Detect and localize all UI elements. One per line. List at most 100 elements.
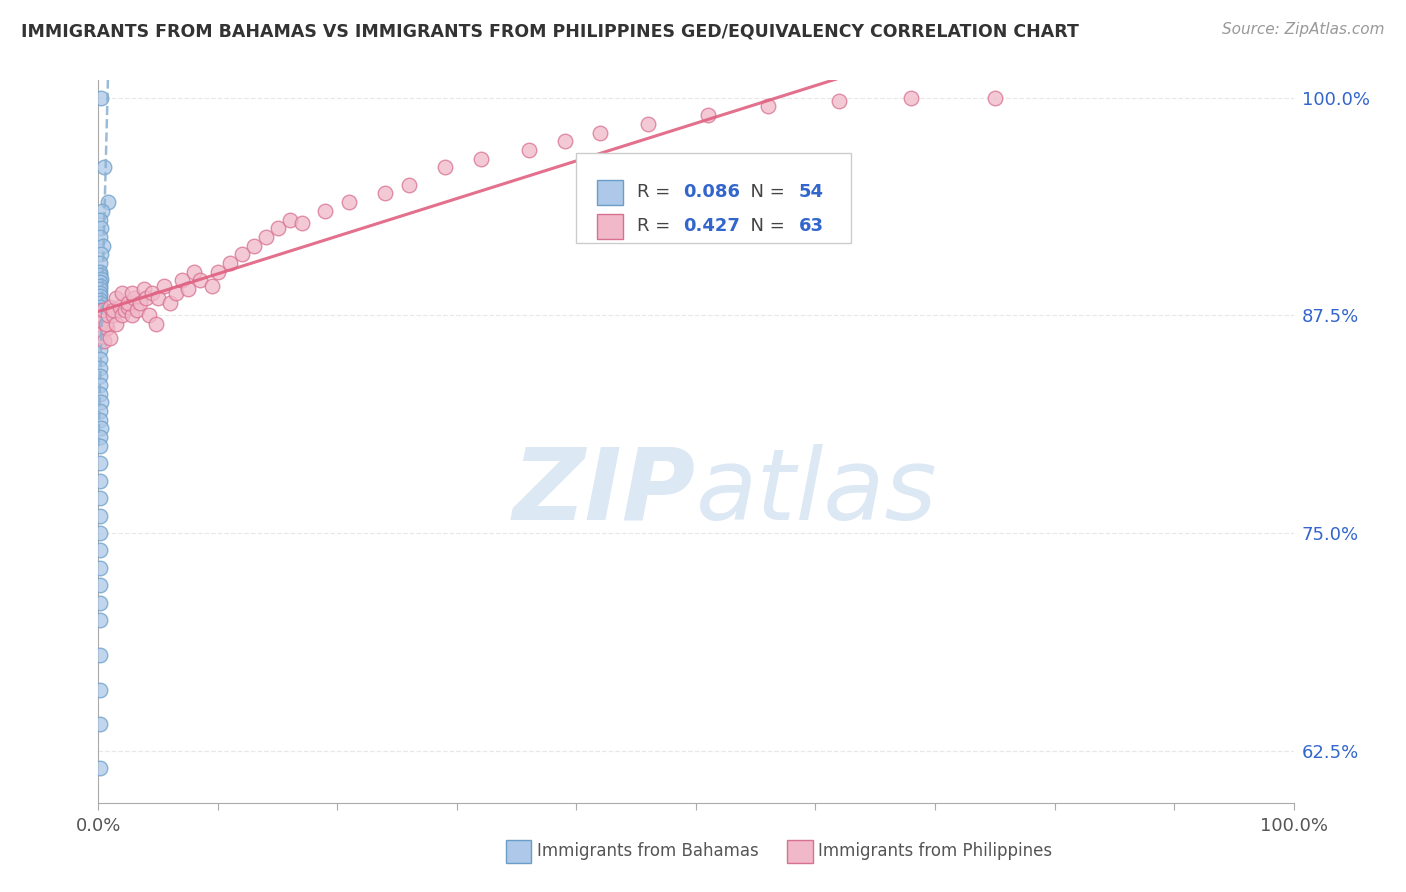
Text: N =: N = bbox=[740, 218, 790, 235]
Point bbox=[89, 300, 111, 314]
Point bbox=[153, 278, 176, 293]
Bar bbox=[596, 213, 623, 239]
Point bbox=[117, 300, 139, 314]
Text: 0.427: 0.427 bbox=[683, 218, 740, 235]
Point bbox=[159, 296, 181, 310]
Point bbox=[89, 648, 111, 662]
Point bbox=[89, 278, 111, 293]
Point bbox=[108, 300, 131, 314]
Point bbox=[90, 395, 112, 409]
Point bbox=[94, 317, 117, 331]
Point bbox=[111, 308, 134, 322]
Point bbox=[89, 386, 111, 401]
Point bbox=[101, 303, 124, 318]
Point bbox=[243, 238, 266, 252]
Text: Source: ZipAtlas.com: Source: ZipAtlas.com bbox=[1222, 22, 1385, 37]
Point bbox=[91, 326, 114, 340]
Point bbox=[267, 221, 290, 235]
Point bbox=[172, 273, 194, 287]
Point bbox=[90, 247, 112, 261]
Point bbox=[89, 378, 111, 392]
Point bbox=[93, 334, 115, 349]
Point bbox=[98, 300, 122, 314]
Point bbox=[89, 296, 111, 310]
Text: 54: 54 bbox=[799, 183, 824, 202]
Bar bbox=[596, 179, 623, 205]
Point bbox=[89, 310, 111, 324]
Point bbox=[89, 317, 111, 331]
Point bbox=[374, 186, 396, 201]
Point bbox=[517, 143, 540, 157]
Point bbox=[89, 761, 111, 775]
Point bbox=[89, 313, 111, 327]
Point bbox=[188, 273, 211, 287]
Point bbox=[89, 613, 111, 627]
Point bbox=[637, 117, 659, 131]
Point bbox=[89, 303, 111, 318]
Text: ZIP: ZIP bbox=[513, 443, 696, 541]
Point bbox=[89, 334, 111, 349]
Text: 63: 63 bbox=[799, 218, 824, 235]
Point bbox=[697, 108, 720, 122]
Point bbox=[89, 307, 111, 321]
Text: R =: R = bbox=[637, 183, 676, 202]
Text: IMMIGRANTS FROM BAHAMAS VS IMMIGRANTS FROM PHILIPPINES GED/EQUIVALENCY CORRELATI: IMMIGRANTS FROM BAHAMAS VS IMMIGRANTS FR… bbox=[21, 22, 1078, 40]
Point bbox=[148, 291, 170, 305]
Point bbox=[201, 278, 224, 293]
Point bbox=[278, 212, 301, 227]
Point bbox=[89, 317, 111, 331]
Point bbox=[89, 543, 111, 558]
Point bbox=[89, 430, 111, 444]
Point bbox=[105, 291, 128, 305]
Point bbox=[89, 474, 111, 488]
Point bbox=[89, 326, 111, 340]
Point bbox=[90, 272, 112, 286]
Point bbox=[114, 303, 136, 318]
Point bbox=[117, 296, 139, 310]
Point bbox=[89, 289, 111, 303]
Point bbox=[470, 152, 492, 166]
Point bbox=[90, 221, 112, 235]
Point bbox=[90, 421, 112, 435]
Point bbox=[756, 99, 779, 113]
Text: 0.086: 0.086 bbox=[683, 183, 740, 202]
Point bbox=[254, 230, 277, 244]
Point bbox=[89, 351, 111, 366]
Point bbox=[89, 508, 111, 523]
Point bbox=[89, 491, 111, 505]
Point bbox=[135, 291, 157, 305]
Point bbox=[177, 282, 200, 296]
Point bbox=[589, 126, 612, 140]
Point bbox=[89, 212, 111, 227]
Point bbox=[91, 313, 114, 327]
Point bbox=[984, 91, 1007, 105]
Point bbox=[141, 285, 163, 300]
Text: Immigrants from Philippines: Immigrants from Philippines bbox=[818, 842, 1053, 860]
Point bbox=[101, 308, 124, 322]
Point bbox=[132, 282, 155, 296]
Point bbox=[183, 265, 205, 279]
Point bbox=[89, 578, 111, 592]
Point bbox=[91, 238, 114, 252]
Point bbox=[315, 203, 337, 218]
Point bbox=[89, 343, 111, 358]
Point bbox=[207, 265, 229, 279]
Point bbox=[89, 293, 111, 307]
Point bbox=[111, 285, 134, 300]
Point bbox=[89, 456, 111, 470]
Point bbox=[219, 256, 242, 270]
Point bbox=[89, 282, 111, 296]
Point bbox=[91, 303, 114, 318]
Point bbox=[145, 317, 167, 331]
Text: R =: R = bbox=[637, 218, 676, 235]
Point bbox=[89, 360, 111, 375]
Point bbox=[339, 195, 361, 210]
Point bbox=[89, 265, 111, 279]
Point bbox=[124, 291, 146, 305]
Point bbox=[89, 682, 111, 697]
Point bbox=[96, 320, 118, 334]
Point bbox=[129, 296, 152, 310]
Point bbox=[89, 525, 111, 540]
Point bbox=[89, 413, 111, 427]
Point bbox=[89, 230, 111, 244]
